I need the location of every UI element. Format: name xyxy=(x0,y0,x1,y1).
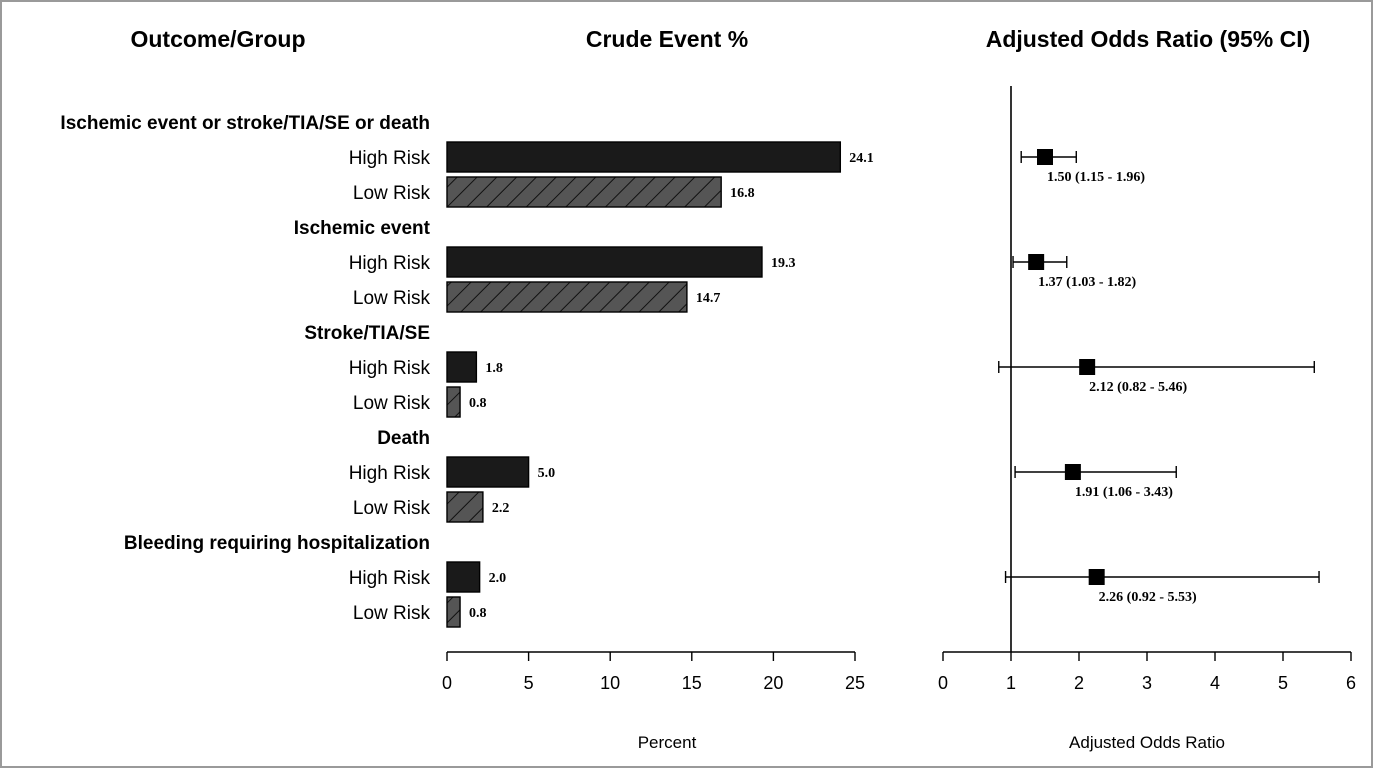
outcome-label: Bleeding requiring hospitalization xyxy=(124,533,430,554)
axes-layer: 0 5 10 15 20 25 Percent 0 1 2 3 4 5 6 Adjusted Odds Ra… xyxy=(442,651,1356,752)
bar-value-label: 2.2 xyxy=(492,501,510,516)
percent-axis-title: Percent xyxy=(638,733,697,752)
or-tick-label: 2 xyxy=(1074,673,1084,693)
group-label: Low Risk xyxy=(353,498,431,519)
or-point xyxy=(1088,569,1105,585)
or-tick-label: 3 xyxy=(1142,673,1152,693)
group-label: High Risk xyxy=(349,568,431,589)
bar-value-label: 1.8 xyxy=(485,361,503,376)
percent-tick-label: 0 xyxy=(442,673,452,693)
or-tick-label: 1 xyxy=(1006,673,1016,693)
or-value-label: 1.91 (1.06 - 3.43) xyxy=(1075,485,1173,500)
or-value-label: 1.37 (1.03 - 1.82) xyxy=(1038,275,1136,290)
bar-value-label: 0.8 xyxy=(469,606,487,621)
group-label: Low Risk xyxy=(353,393,431,414)
percent-tick-label: 10 xyxy=(600,673,620,693)
or-point xyxy=(1079,359,1096,375)
bar-value-label: 14.7 xyxy=(696,291,721,306)
bar-high-risk xyxy=(446,141,842,173)
or-point xyxy=(1064,464,1081,480)
or-value-label: 1.50 (1.15 - 1.96) xyxy=(1047,170,1145,185)
bar-high-risk xyxy=(446,456,530,488)
bars-layer: 24.1 16.8 19.3 14.7 1.8 0.8 5.0 2.2 2.0 0.8 xyxy=(446,141,874,628)
group-label: High Risk xyxy=(349,463,431,484)
percent-tick-label: 5 xyxy=(524,673,534,693)
bar-value-label: 2.0 xyxy=(489,571,507,586)
outcome-label: Ischemic event xyxy=(294,218,431,239)
group-label: Low Risk xyxy=(353,288,431,309)
group-label: Low Risk xyxy=(353,183,431,204)
bar-high-risk xyxy=(446,561,481,593)
or-axis-title: Adjusted Odds Ratio xyxy=(1069,733,1225,752)
or-value-label: 2.26 (0.92 - 5.53) xyxy=(1099,590,1197,605)
percent-tick-label: 20 xyxy=(763,673,783,693)
group-label: Low Risk xyxy=(353,603,431,624)
group-label: High Risk xyxy=(349,358,431,379)
bar-value-label: 24.1 xyxy=(849,151,874,166)
or-tick-label: 6 xyxy=(1346,673,1356,693)
bar-low-risk xyxy=(446,176,722,208)
percent-tick-label: 25 xyxy=(845,673,865,693)
or-tick-label: 0 xyxy=(938,673,948,693)
bar-value-label: 5.0 xyxy=(538,466,556,481)
bar-low-risk xyxy=(446,491,484,523)
bar-value-label: 0.8 xyxy=(469,396,487,411)
bar-low-risk xyxy=(446,281,688,313)
header-outcome-group: Outcome/Group xyxy=(130,26,305,52)
bar-value-label: 16.8 xyxy=(730,186,755,201)
forest-layer: 1.50 (1.15 - 1.96) 1.37 (1.03 - 1.82) 2.12… xyxy=(998,86,1320,652)
or-point xyxy=(1028,254,1045,270)
header-crude-event: Crude Event % xyxy=(586,26,748,52)
outcome-label: Death xyxy=(377,428,430,449)
rows-layer: Ischemic event or stroke/TIA/SE or death… xyxy=(60,113,430,624)
bar-low-risk xyxy=(446,386,461,418)
group-label: High Risk xyxy=(349,148,431,169)
bar-low-risk xyxy=(446,596,461,628)
or-point xyxy=(1037,149,1053,165)
bar-high-risk xyxy=(446,246,763,278)
or-tick-label: 5 xyxy=(1278,673,1288,693)
bar-value-label: 19.3 xyxy=(771,256,796,271)
or-tick-label: 4 xyxy=(1210,673,1220,693)
header-adjusted-or: Adjusted Odds Ratio (95% CI) xyxy=(986,26,1311,52)
or-value-label: 2.12 (0.82 - 5.46) xyxy=(1089,380,1187,395)
percent-tick-label: 15 xyxy=(682,673,702,693)
outcome-label: Ischemic event or stroke/TIA/SE or death xyxy=(60,113,430,134)
bar-high-risk xyxy=(446,351,478,383)
group-label: High Risk xyxy=(349,253,431,274)
outcome-label: Stroke/TIA/SE xyxy=(304,323,430,344)
